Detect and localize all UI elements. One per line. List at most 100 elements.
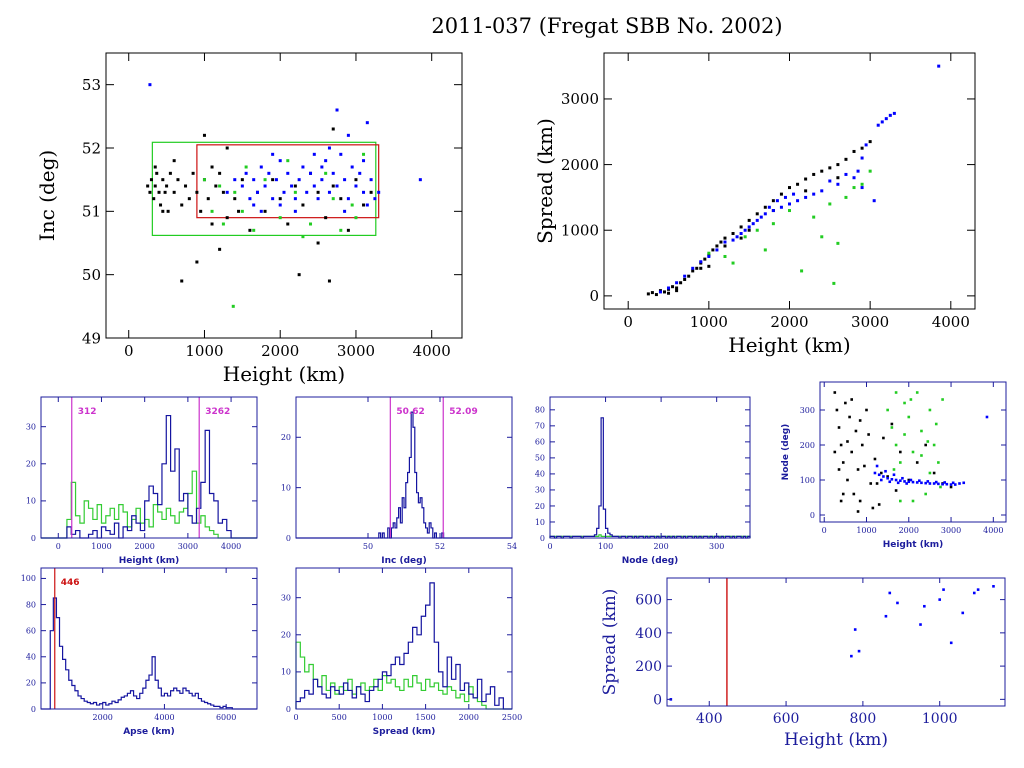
data-point [671, 285, 675, 289]
data-point [199, 209, 203, 213]
data-point [191, 171, 195, 175]
data-point [905, 482, 908, 485]
data-point [864, 143, 868, 147]
data-point [779, 192, 783, 196]
x-tick-label: 2000 [261, 342, 299, 360]
node-vs-height: 0 1000 2000 3000 4000 0 100 200 300 Height (km) No… [781, 381, 1007, 550]
data-point [755, 228, 759, 232]
data-point [335, 108, 339, 112]
data-point [184, 184, 188, 188]
data-point [863, 464, 866, 468]
data-point [792, 192, 796, 196]
x-tick-label: 100 [598, 542, 613, 551]
data-point [924, 492, 927, 496]
data-point [941, 398, 944, 401]
hist-green-series [295, 641, 512, 710]
y-tick-label: 300 [800, 406, 815, 415]
x-tick-label: 1000 [690, 313, 728, 331]
data-point [911, 450, 915, 454]
data-point [868, 140, 872, 144]
x-axis-label: Apse (km) [123, 727, 175, 737]
y-tick-label: 0 [286, 534, 291, 543]
y-tick-label: 49 [82, 329, 101, 347]
data-point [675, 281, 679, 285]
data-point [206, 197, 210, 201]
data-point [358, 171, 362, 175]
data-point [153, 184, 157, 188]
data-point [683, 274, 687, 278]
data-point [920, 454, 923, 457]
data-point [286, 171, 290, 175]
data-point [915, 461, 919, 464]
data-point [836, 182, 840, 186]
data-point [237, 209, 241, 213]
data-point [225, 216, 229, 220]
x-axis-label: Node (deg) [622, 556, 679, 566]
data-point [324, 159, 328, 163]
data-point [836, 241, 840, 245]
data-point [920, 429, 923, 433]
x-tick-label: 400 [696, 711, 723, 727]
data-point [369, 178, 373, 182]
data-point [850, 654, 853, 658]
data-point [214, 184, 218, 188]
data-point [763, 205, 767, 209]
data-point [695, 266, 699, 270]
data-point [255, 190, 259, 194]
data-point [271, 152, 275, 156]
marker-label: 3262 [205, 407, 230, 417]
data-point [210, 222, 214, 226]
data-point [365, 203, 369, 207]
plot-frame [295, 567, 513, 710]
data-point [715, 248, 719, 252]
data-point [820, 169, 824, 173]
data-point [875, 464, 879, 468]
data-point [354, 216, 358, 220]
x-tick-label: 1000 [185, 342, 223, 360]
data-point [763, 212, 767, 216]
data-point [293, 209, 297, 213]
data-point [888, 113, 892, 117]
data-point [339, 152, 343, 156]
y-tick-label: 50 [82, 266, 101, 284]
x-tick-label: 2000 [770, 313, 808, 331]
data-point [233, 197, 237, 201]
data-point [148, 83, 152, 87]
y-tick-label: 20 [281, 631, 291, 640]
data-point [316, 241, 320, 245]
data-point [747, 225, 751, 229]
data-point [771, 209, 775, 213]
data-point [903, 433, 906, 436]
x-axis-label: Height (km) [883, 540, 944, 550]
data-point [723, 244, 727, 248]
data-point [195, 260, 199, 264]
y-tick-label: 200 [800, 441, 815, 450]
data-point [879, 478, 883, 482]
data-point [892, 111, 896, 115]
x-tick-label: 1000 [856, 526, 876, 535]
plot-frame [105, 52, 463, 339]
data-point [168, 171, 172, 175]
data-point [271, 197, 275, 201]
data-point [274, 178, 278, 182]
y-tick-label: 80 [535, 406, 545, 415]
data-point [679, 281, 683, 285]
data-point [707, 254, 711, 258]
plot-frame [295, 396, 513, 539]
y-tick-label: 3000 [561, 90, 599, 108]
data-point [896, 601, 899, 605]
x-tick-label: 600 [773, 711, 800, 727]
page-title: 2011-037 (Fregat SBB No. 2002) [431, 14, 783, 38]
data-point [286, 159, 290, 163]
data-point [343, 209, 347, 213]
data-point [346, 197, 350, 201]
data-point [976, 588, 980, 591]
data-point [937, 64, 941, 68]
data-point [892, 468, 896, 471]
y-tick-label: 0 [286, 705, 291, 714]
data-point [771, 199, 775, 203]
data-point [293, 197, 297, 201]
x-tick-label: 2000 [899, 526, 919, 535]
data-point [951, 481, 955, 485]
